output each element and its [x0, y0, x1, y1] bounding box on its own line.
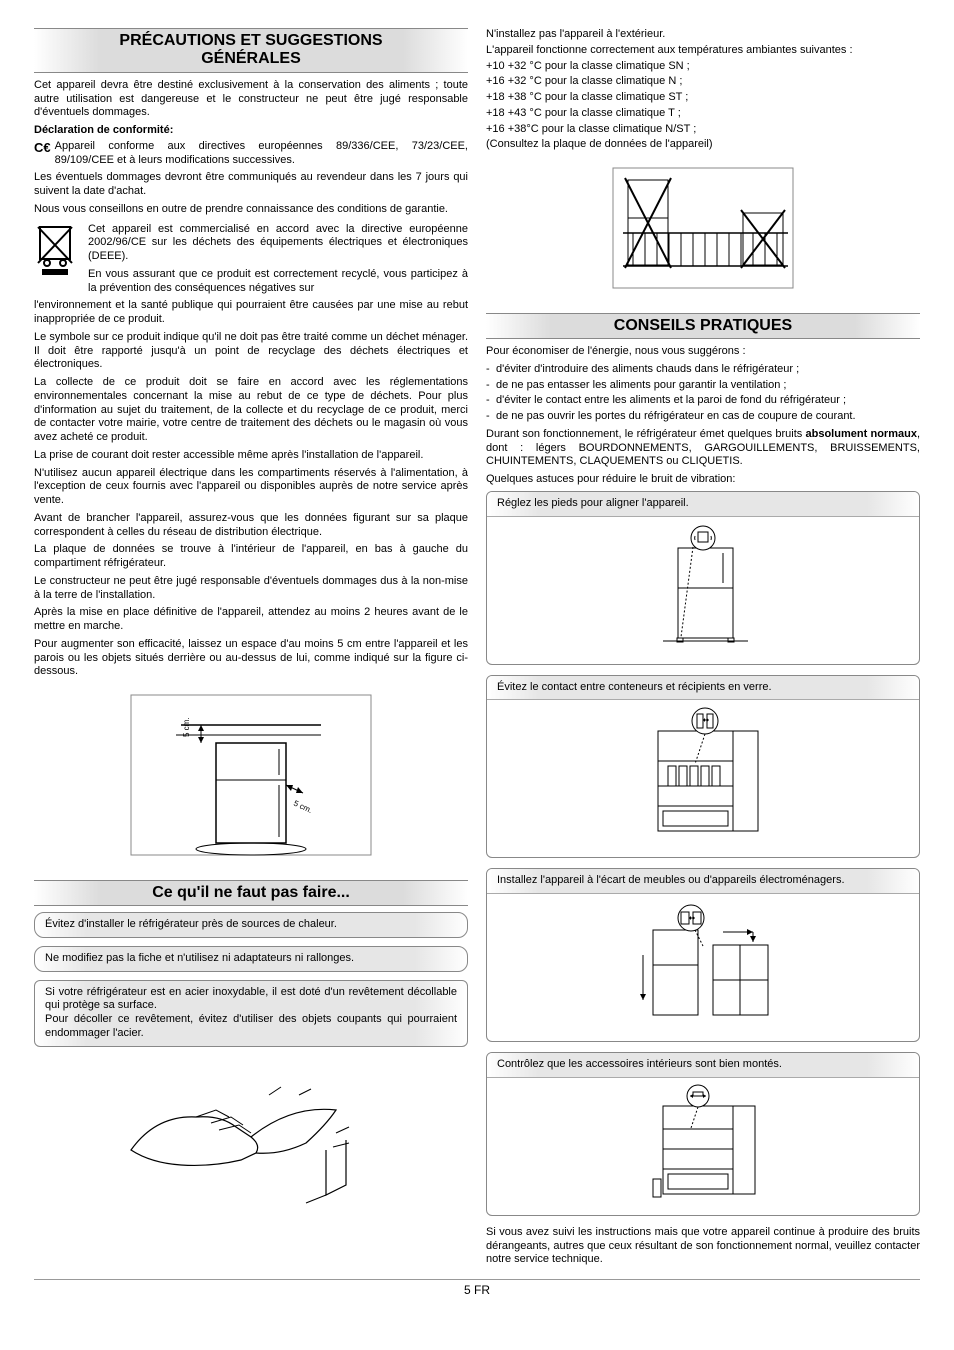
tips-intro: Quelques astuces pour réduire le bruit d…: [486, 473, 920, 487]
noise-paragraph: Durant son fonctionnement, le réfrigérat…: [486, 428, 920, 469]
intro-paragraph: Cet appareil devra être destiné exclusiv…: [34, 79, 468, 120]
eco-item-3: d'éviter le contact entre les aliments e…: [486, 394, 920, 408]
figure-spacing: 5 cm. 5 cm.: [34, 685, 468, 868]
label-5cm-back: 5 cm.: [292, 799, 314, 815]
heading-text: PRÉCAUTIONS ET SUGGESTIONS: [119, 32, 382, 49]
space-paragraph: Pour augmenter son efficacité, laissez u…: [34, 638, 468, 679]
weee-text-2b: l'environnement et la santé publique qui…: [34, 299, 468, 327]
temp-line-5: +16 +38°C pour la classe climatique N/ST…: [486, 123, 920, 137]
dont-1: Évitez d'installer le réfrigérateur près…: [34, 912, 468, 938]
symbol-paragraph: Le symbole sur ce produit indique qu'il …: [34, 331, 468, 372]
tipbox-3: Installez l'appareil à l'écart de meuble…: [486, 868, 920, 1042]
ce-mark-icon: C€: [34, 140, 51, 156]
page-footer: 5 FR: [34, 1279, 920, 1297]
damages-paragraph: Les éventuels dommages devront être comm…: [34, 171, 468, 199]
final-paragraph: Si vous avez suivi les instructions mais…: [486, 1226, 920, 1267]
weee-text-1: Cet appareil est commercialisé en accord…: [88, 223, 468, 264]
temp-line-4: +18 +43 °C pour la classe climatique T ;: [486, 107, 920, 121]
tip2-head: Évitez le contact entre conteneurs et ré…: [487, 676, 919, 701]
heading-conseils: CONSEILS PRATIQUES: [486, 313, 920, 339]
wait-paragraph: Après la mise en place définitive de l'a…: [34, 606, 468, 634]
dont-3: Si votre réfrigérateur est en acier inox…: [34, 980, 468, 1047]
tip1-figure: [487, 517, 919, 664]
weee-icon: [34, 223, 80, 300]
tip3-head: Installez l'appareil à l'écart de meuble…: [487, 869, 919, 894]
temps-paragraph: L'appareil fonctionne correctement aux t…: [486, 44, 920, 58]
heading-precautions: PRÉCAUTIONS ET SUGGESTIONS GÉNÉRALES: [34, 28, 468, 73]
tipbox-2: Évitez le contact entre conteneurs et ré…: [486, 675, 920, 859]
weee-block: Cet appareil est commercialisé en accord…: [34, 223, 468, 300]
tipbox-4: Contrôlez que les accessoires intérieurs…: [486, 1052, 920, 1216]
figure-peel: [34, 1055, 468, 1208]
plate2-paragraph: La plaque de données se trouve à l'intér…: [34, 543, 468, 571]
outdoor-paragraph: N'installez pas l'appareil à l'extérieur…: [486, 28, 920, 42]
eco-item-1: d'éviter d'introduire des aliments chaud…: [486, 363, 920, 377]
temp-line-2: +16 +32 °C pour la classe climatique N ;: [486, 75, 920, 89]
eco-item-4: de ne pas ouvrir les portes du réfrigéra…: [486, 410, 920, 424]
figure-balcony: [486, 158, 920, 301]
tipbox-1: Réglez les pieds pour aligner l'appareil…: [486, 491, 920, 665]
noelec-paragraph: N'utilisez aucun appareil électrique dan…: [34, 467, 468, 508]
tip1-head: Réglez les pieds pour aligner l'appareil…: [487, 492, 919, 517]
declaration-heading: Déclaration de conformité:: [34, 124, 468, 138]
eco-list: d'éviter d'introduire des aliments chaud…: [486, 363, 920, 424]
socket-paragraph: La prise de courant doit rester accessib…: [34, 449, 468, 463]
collect-paragraph: La collecte de ce produit doit se faire …: [34, 376, 468, 445]
eco-item-2: de ne pas entasser les aliments pour gar…: [486, 379, 920, 393]
eco-paragraph: Pour économiser de l'énergie, nous vous …: [486, 345, 920, 359]
tip2-figure: [487, 700, 919, 857]
temp-line-1: +10 +32 °C pour la classe climatique SN …: [486, 60, 920, 74]
warranty-paragraph: Nous vous conseillons en outre de prendr…: [34, 203, 468, 217]
tip4-head: Contrôlez que les accessoires intérieurs…: [487, 1053, 919, 1078]
dont-3a-text: Si votre réfrigérateur est en acier inox…: [45, 986, 457, 1012]
ground-paragraph: Le constructeur ne peut être jugé respon…: [34, 575, 468, 603]
temp-line-6: (Consultez la plaque de données de l'app…: [486, 138, 920, 152]
weee-text-2: En vous assurant que ce produit est corr…: [88, 268, 468, 296]
ce-paragraph: C€ Appareil conforme aux directives euro…: [34, 140, 468, 168]
tip4-figure: [487, 1078, 919, 1215]
ce-text: Appareil conforme aux directives europée…: [55, 140, 468, 168]
temp-line-3: +18 +38 °C pour la classe climatique ST …: [486, 91, 920, 105]
plate-paragraph: Avant de brancher l'appareil, assurez-vo…: [34, 512, 468, 540]
heading-text: GÉNÉRALES: [201, 50, 301, 67]
noise-text-a: Durant son fonctionnement, le réfrigérat…: [486, 428, 806, 440]
label-5cm-top: 5 cm.: [182, 717, 191, 737]
tip3-figure: [487, 894, 919, 1041]
heading-donts: Ce qu'il ne faut pas faire...: [34, 880, 468, 906]
noise-text-b: absolument normaux: [806, 428, 917, 440]
dont-2: Ne modifiez pas la fiche et n'utilisez n…: [34, 946, 468, 972]
dont-3b-text: Pour décoller ce revêtement, évitez d'ut…: [45, 1013, 457, 1039]
